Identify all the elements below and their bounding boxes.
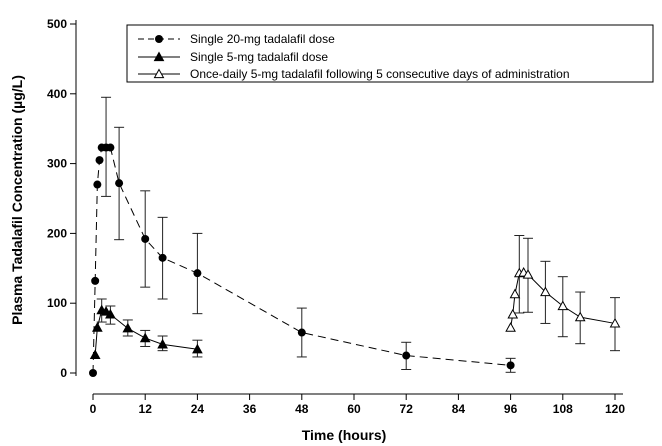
data-point <box>609 317 621 328</box>
data-point <box>157 338 168 349</box>
data-point <box>522 269 534 279</box>
data-point <box>192 343 203 354</box>
series-0 <box>89 96 516 377</box>
data-point <box>297 328 306 337</box>
legend-label-once-daily: Once-daily 5-mg tadalafil following 5 co… <box>190 67 570 81</box>
data-point <box>507 308 519 319</box>
data-point <box>95 156 104 165</box>
x-tick-label: 48 <box>295 402 309 416</box>
data-point <box>141 234 150 243</box>
x-tick-label: 96 <box>504 402 518 416</box>
legend-box <box>126 24 654 83</box>
data-point <box>89 369 97 377</box>
legend: Single 20-mg tadalafil dose Single 5-mg … <box>126 24 654 83</box>
legend-label-20mg: Single 20-mg tadalafil dose <box>190 32 335 46</box>
data-point <box>92 322 103 332</box>
y-tick-label: 100 <box>47 296 67 310</box>
data-point <box>509 288 521 299</box>
x-tick-label: 0 <box>90 402 97 416</box>
x-tick-label: 60 <box>347 402 361 416</box>
x-tick-label: 120 <box>605 402 625 416</box>
data-point <box>540 286 551 297</box>
x-tick-label: 108 <box>553 402 573 416</box>
x-tick-label: 24 <box>191 402 205 416</box>
legend-marker <box>155 35 163 43</box>
series-1 <box>89 298 203 359</box>
data-point <box>91 276 100 285</box>
data-point <box>139 332 151 343</box>
legend-label-5mg: Single 5-mg tadalafil dose <box>190 50 328 64</box>
data-point <box>89 349 101 359</box>
data-point <box>122 322 134 333</box>
data-point <box>158 253 167 262</box>
data-point <box>505 322 516 332</box>
x-tick-label: 72 <box>400 402 414 416</box>
y-tick-label: 200 <box>47 226 67 240</box>
x-tick-label: 12 <box>139 402 153 416</box>
series-line <box>92 147 511 374</box>
x-axis-label: Time (hours) <box>302 427 387 443</box>
data-point <box>506 361 515 370</box>
data-point <box>402 351 411 360</box>
data-point <box>193 269 202 278</box>
y-axis-label: Plasma Tadalafil Concentration (µg/L) <box>9 75 25 325</box>
data-point <box>574 311 586 322</box>
data-point <box>106 143 115 152</box>
y-tick-label: 400 <box>47 87 67 101</box>
data-point <box>557 300 569 311</box>
legend-marker <box>153 51 165 62</box>
y-tick-label: 300 <box>47 157 67 171</box>
x-tick-label: 84 <box>452 402 466 416</box>
data-point <box>115 179 124 188</box>
data-point <box>93 180 102 189</box>
y-tick-label: 500 <box>47 17 67 31</box>
y-tick-label: 0 <box>60 366 67 380</box>
x-tick-label: 36 <box>243 402 257 416</box>
series-2 <box>505 234 621 352</box>
legend-marker <box>153 68 165 79</box>
data-point <box>105 308 116 319</box>
